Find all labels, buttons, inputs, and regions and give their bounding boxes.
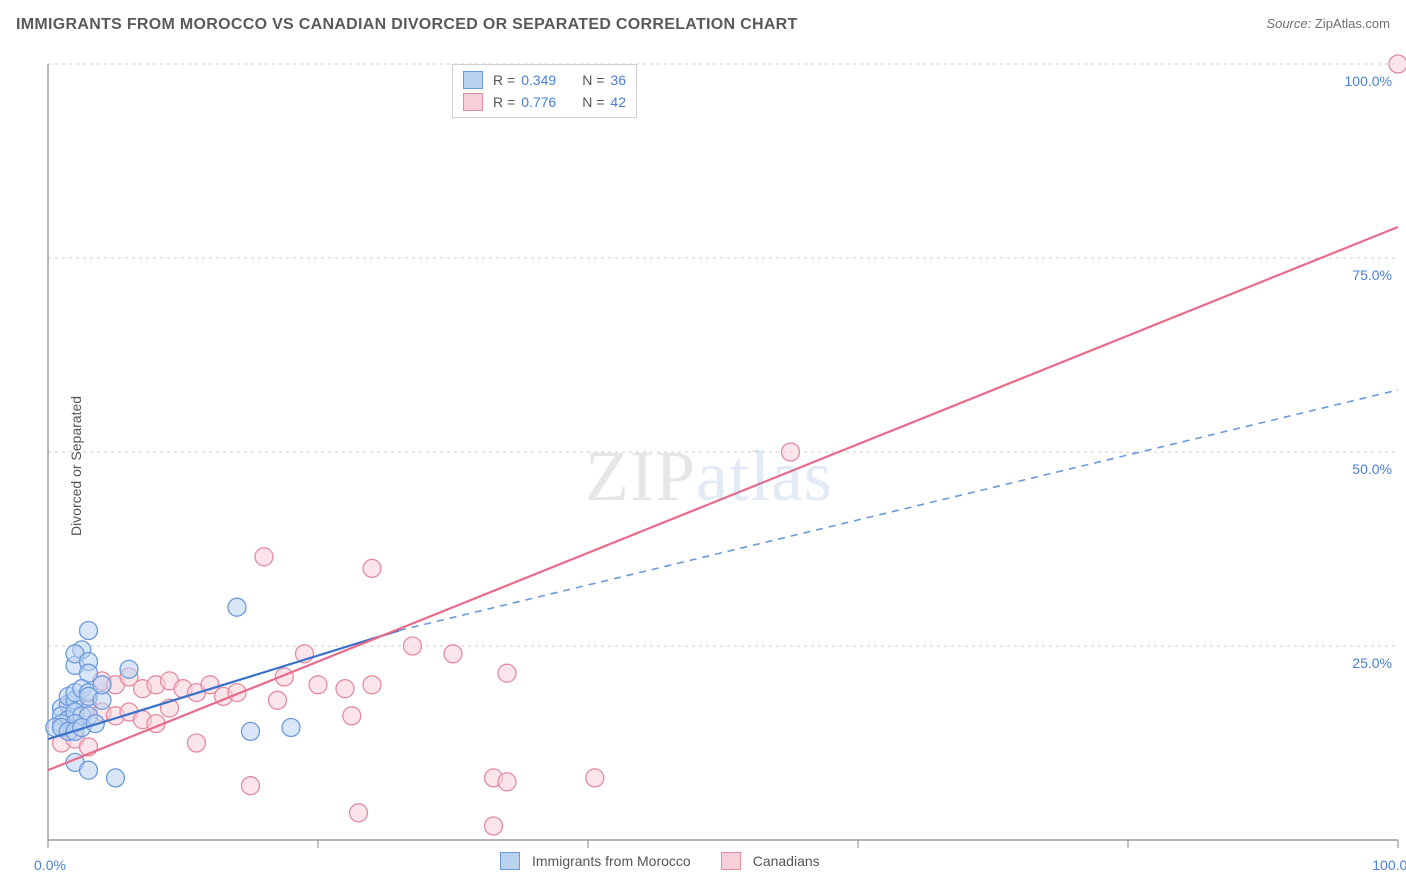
series-legend: Immigrants from Morocco Canadians — [500, 852, 820, 870]
trend-pink — [48, 227, 1398, 770]
svg-text:75.0%: 75.0% — [1352, 267, 1392, 283]
source: Source: ZipAtlas.com — [1266, 16, 1390, 31]
legend-label: Immigrants from Morocco — [532, 853, 691, 869]
pink-point — [444, 645, 462, 663]
blue-point — [107, 769, 125, 787]
pink-point — [363, 676, 381, 694]
pink-point — [309, 676, 327, 694]
n-label: N = — [582, 91, 604, 113]
svg-text:0.0%: 0.0% — [34, 857, 66, 873]
pink-point — [498, 773, 516, 791]
source-value: ZipAtlas.com — [1315, 16, 1390, 31]
stats-legend-row: R = 0.349 N = 36 — [463, 69, 626, 91]
legend-item: Canadians — [721, 852, 820, 870]
pink-point — [782, 443, 800, 461]
blue-point — [242, 722, 260, 740]
pink-point — [242, 777, 260, 795]
chart-area: Divorced or Separated 25.0% 50.0% 75.0% 100… — [0, 40, 1406, 892]
pink-point — [485, 817, 503, 835]
blue-swatch — [463, 71, 483, 89]
pink-point — [1389, 55, 1406, 73]
n-value: 36 — [610, 69, 626, 91]
svg-text:50.0%: 50.0% — [1352, 461, 1392, 477]
n-value: 42 — [610, 91, 626, 113]
blue-point — [228, 598, 246, 616]
y-axis-label: Divorced or Separated — [68, 396, 84, 536]
r-value: 0.349 — [521, 69, 556, 91]
blue-point — [80, 761, 98, 779]
r-label: R = — [493, 69, 515, 91]
pink-point — [336, 680, 354, 698]
blue-point — [120, 660, 138, 678]
legend-label: Canadians — [753, 853, 820, 869]
pink-swatch — [463, 93, 483, 111]
trend-blue-dashed — [399, 390, 1398, 631]
pink-point — [363, 559, 381, 577]
chart-title: IMMIGRANTS FROM MOROCCO VS CANADIAN DIVO… — [16, 16, 798, 33]
svg-text:100.0%: 100.0% — [1372, 857, 1406, 873]
r-label: R = — [493, 91, 515, 113]
blue-point — [93, 676, 111, 694]
pink-point — [255, 548, 273, 566]
pink-point — [188, 734, 206, 752]
stats-legend: R = 0.349 N = 36 R = 0.776 N = 42 — [452, 64, 637, 118]
n-label: N = — [582, 69, 604, 91]
svg-text:25.0%: 25.0% — [1352, 655, 1392, 671]
pink-point — [350, 804, 368, 822]
pink-point — [343, 707, 361, 725]
source-label: Source: — [1266, 16, 1311, 31]
blue-swatch — [500, 852, 520, 870]
stats-legend-row: R = 0.776 N = 42 — [463, 91, 626, 113]
pink-point — [586, 769, 604, 787]
r-value: 0.776 — [521, 91, 556, 113]
blue-point — [80, 622, 98, 640]
legend-item: Immigrants from Morocco — [500, 852, 691, 870]
pink-swatch — [721, 852, 741, 870]
pink-point — [404, 637, 422, 655]
pink-point — [498, 664, 516, 682]
pink-point — [269, 691, 287, 709]
blue-point — [282, 719, 300, 737]
svg-text:100.0%: 100.0% — [1345, 73, 1392, 89]
scatter-plot: 25.0% 50.0% 75.0% 100.0% 0.0% 100.0% — [0, 40, 1406, 892]
